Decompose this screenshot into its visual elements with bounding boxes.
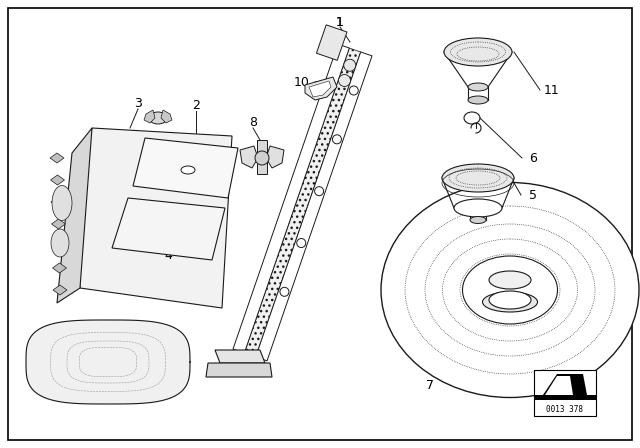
Polygon shape (233, 44, 349, 353)
Polygon shape (266, 146, 284, 168)
Circle shape (315, 187, 324, 196)
Ellipse shape (149, 112, 167, 124)
Circle shape (332, 135, 342, 144)
Polygon shape (215, 350, 265, 363)
Ellipse shape (181, 166, 195, 174)
Text: 1: 1 (336, 16, 344, 29)
Text: 1: 1 (336, 16, 344, 29)
Ellipse shape (470, 216, 486, 224)
Ellipse shape (463, 256, 557, 324)
Circle shape (297, 238, 306, 247)
Ellipse shape (444, 38, 512, 66)
Polygon shape (257, 140, 267, 154)
Polygon shape (244, 48, 361, 357)
Polygon shape (53, 285, 67, 295)
Ellipse shape (454, 199, 502, 217)
Polygon shape (240, 146, 258, 168)
Ellipse shape (483, 292, 538, 312)
Text: 6: 6 (529, 151, 537, 164)
Bar (534, 370, 596, 416)
Text: 5: 5 (529, 189, 537, 202)
Bar (316, 25, 347, 60)
Polygon shape (50, 153, 64, 163)
Polygon shape (161, 110, 172, 123)
Text: 9: 9 (81, 332, 89, 345)
Polygon shape (51, 219, 65, 229)
Polygon shape (144, 110, 155, 123)
Circle shape (344, 59, 356, 71)
Ellipse shape (52, 185, 72, 220)
Circle shape (349, 86, 358, 95)
Text: 0013 378: 0013 378 (547, 405, 584, 414)
Ellipse shape (381, 182, 639, 397)
Bar (534, 395, 596, 400)
Circle shape (255, 151, 269, 165)
Ellipse shape (51, 229, 69, 257)
Polygon shape (545, 376, 573, 395)
Polygon shape (26, 320, 190, 404)
Text: 10: 10 (294, 76, 310, 89)
Polygon shape (543, 374, 587, 395)
Polygon shape (57, 128, 92, 303)
Text: 3: 3 (134, 96, 142, 109)
Polygon shape (112, 198, 225, 260)
Polygon shape (51, 175, 65, 185)
Text: 8: 8 (249, 116, 257, 129)
Ellipse shape (468, 96, 488, 104)
Circle shape (280, 287, 289, 296)
Text: 2: 2 (192, 99, 200, 112)
Ellipse shape (468, 83, 488, 91)
Text: 11: 11 (544, 83, 560, 96)
Polygon shape (72, 128, 232, 308)
Polygon shape (206, 363, 272, 377)
Polygon shape (52, 241, 66, 251)
Polygon shape (305, 77, 337, 100)
Polygon shape (133, 138, 238, 198)
Polygon shape (257, 162, 267, 174)
Polygon shape (309, 81, 331, 97)
Ellipse shape (442, 164, 514, 192)
Polygon shape (255, 52, 372, 361)
Circle shape (339, 74, 351, 86)
Polygon shape (51, 197, 65, 207)
Polygon shape (52, 263, 67, 273)
Text: 7: 7 (426, 379, 434, 392)
Ellipse shape (489, 271, 531, 289)
Text: 4: 4 (164, 249, 172, 262)
Ellipse shape (489, 291, 531, 309)
